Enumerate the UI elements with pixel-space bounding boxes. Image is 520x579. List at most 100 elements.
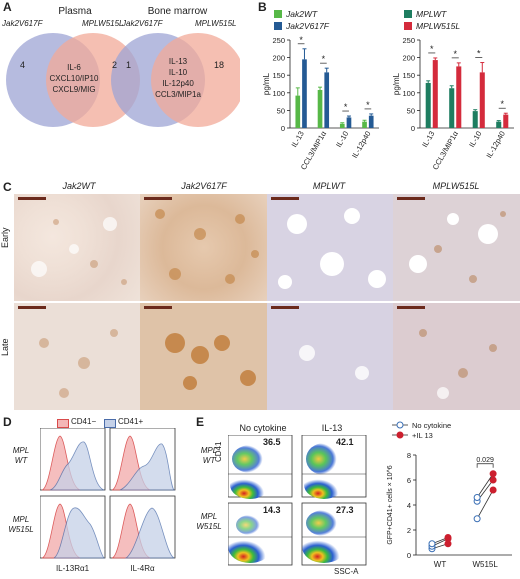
panel-label-b: B bbox=[258, 0, 267, 14]
significance-star: * bbox=[477, 49, 481, 59]
e-val-w515l-il13: 27.3 bbox=[336, 505, 354, 515]
y-tick-label: 250 bbox=[402, 36, 415, 45]
bar-chart-jak2: Jak2WT Jak2V617F 0 50 100 150 200 250 pg/mL * IL-1… bbox=[262, 9, 379, 171]
e-val-wt-nocyt: 36.5 bbox=[263, 437, 281, 447]
venn2-shared: IL-13 IL-10 IL-12p40 CCL3/MIP1a bbox=[146, 56, 210, 100]
dotplot-wt-il13 bbox=[301, 435, 367, 499]
venn1-left-count: 4 bbox=[20, 60, 26, 70]
legend-label: MPLW515L bbox=[416, 21, 460, 31]
scale-bar bbox=[18, 197, 46, 200]
y-tick-label: 0 bbox=[411, 124, 415, 133]
y-tick-label: 0 bbox=[407, 551, 411, 560]
significance-star: * bbox=[322, 54, 326, 64]
point-nocytokine bbox=[428, 540, 436, 548]
e-col-nocytokine: No cytokine bbox=[239, 423, 287, 433]
col-jak2v617f: Jak2V617F bbox=[181, 181, 227, 191]
venn2-right-count: 18 bbox=[214, 60, 225, 70]
legend-label: +IL 13 bbox=[412, 431, 433, 440]
y-tick-label: 250 bbox=[272, 36, 285, 45]
y-tick-label: 100 bbox=[402, 89, 415, 98]
histology-mplw515l-late bbox=[393, 303, 520, 410]
panel-label-c: C bbox=[3, 180, 12, 194]
venn1-left-label: Jak2V617F bbox=[2, 19, 43, 28]
y-tick-label: 0 bbox=[281, 124, 285, 133]
legend-marker bbox=[396, 421, 404, 429]
scale-bar bbox=[18, 306, 46, 309]
x-tick-label: IL-12p40 bbox=[484, 130, 507, 160]
x-tick-label: IL-13 bbox=[290, 130, 306, 149]
bar bbox=[456, 66, 462, 128]
legend-swatch bbox=[404, 22, 412, 30]
point-il13 bbox=[489, 476, 497, 484]
row-late: Late bbox=[0, 338, 10, 356]
d-row-wt-l1: MPL bbox=[12, 446, 30, 455]
d-row-w515l-l2: W515L bbox=[8, 525, 34, 534]
y-tick-label: 150 bbox=[402, 71, 415, 80]
d-row-wt-l2: WT bbox=[14, 456, 28, 465]
point-il13 bbox=[489, 486, 497, 494]
bar bbox=[368, 115, 374, 128]
point-nocytokine bbox=[473, 494, 481, 501]
flow-histograms bbox=[40, 428, 176, 559]
legend-label: No cytokine bbox=[412, 421, 451, 430]
e-col-il13: IL-13 bbox=[321, 423, 343, 433]
e-row-wt-l2: WT bbox=[202, 456, 216, 465]
y-axis-label: pg/mL bbox=[392, 72, 401, 95]
y-tick-label: 150 bbox=[272, 71, 285, 80]
y-tick-label: 100 bbox=[272, 89, 285, 98]
y-tick-label: 50 bbox=[277, 106, 285, 115]
venn2-shared-1: IL-13 bbox=[168, 57, 188, 66]
y-tick-label: 200 bbox=[402, 54, 415, 63]
pair-line bbox=[476, 473, 494, 498]
y-tick-label: 2 bbox=[407, 526, 411, 535]
legend-swatch-cd41-neg bbox=[57, 419, 69, 428]
bar bbox=[324, 72, 330, 128]
venn-plasma bbox=[6, 33, 140, 127]
panel-label-d: D bbox=[3, 415, 12, 429]
bar bbox=[346, 117, 352, 128]
venn2-left-count: 1 bbox=[126, 60, 132, 70]
venn-right-circle-2 bbox=[151, 33, 240, 127]
histology-jak2v617f-late bbox=[140, 303, 268, 410]
e-val-wt-il13: 42.1 bbox=[336, 437, 354, 447]
panel-label-e: E bbox=[196, 415, 205, 429]
panel-label-a: A bbox=[3, 0, 12, 14]
d-xlabel-il4ra: IL-4Rα bbox=[130, 564, 155, 573]
y-tick-label: 50 bbox=[407, 106, 415, 115]
significance-star: * bbox=[299, 35, 303, 45]
e-row-w515l: MPL W515L bbox=[196, 512, 222, 532]
col-mplw515l: MPLW515L bbox=[432, 181, 480, 191]
venn1-shared-1: IL-6 bbox=[67, 63, 81, 72]
d-xlabel-il13ra1: IL-13Rα1 bbox=[55, 564, 90, 573]
bar bbox=[479, 72, 485, 128]
scale-bar bbox=[271, 197, 299, 200]
x-tick-label: WT bbox=[434, 560, 447, 569]
venn1-shared: IL-6 CXCL10/IP10 CXCL9/MIG bbox=[42, 62, 106, 95]
d-row-wt: MPL WT bbox=[4, 446, 38, 466]
venn1-shared-2: CXCL10/IP10 bbox=[49, 74, 99, 83]
venn-bonemarrow bbox=[111, 33, 240, 127]
bar bbox=[503, 114, 509, 128]
venn2-title: Bone marrow bbox=[147, 6, 208, 17]
venn-right-circle bbox=[46, 33, 140, 127]
d-row-w515l: MPL W515L bbox=[4, 515, 38, 535]
legend-cd41-neg: CD41− bbox=[71, 417, 97, 426]
venn2-shared-3: IL-12p40 bbox=[162, 79, 194, 88]
significance-star: * bbox=[344, 102, 348, 112]
e-row-wt-l1: MPL bbox=[200, 446, 218, 455]
legend-label: Jak2WT bbox=[285, 9, 318, 19]
legend-cd41-pos: CD41+ bbox=[118, 417, 144, 426]
bar bbox=[425, 82, 431, 128]
venn1-title: Plasma bbox=[58, 6, 92, 17]
bar bbox=[496, 121, 502, 128]
d-row-w515l-l1: MPL bbox=[12, 515, 30, 524]
y-axis-label: pg/mL bbox=[262, 72, 271, 95]
venn1-right-label: MPLW515L bbox=[82, 19, 124, 28]
bar bbox=[295, 95, 301, 128]
histology-mplwt-late bbox=[267, 303, 395, 410]
significance-star: * bbox=[500, 99, 504, 109]
e-row-w515l-l1: MPL bbox=[200, 512, 218, 521]
e-xlabel: SSC-A bbox=[334, 567, 359, 576]
point-nocytokine bbox=[473, 515, 481, 523]
point-il13 bbox=[489, 470, 497, 478]
